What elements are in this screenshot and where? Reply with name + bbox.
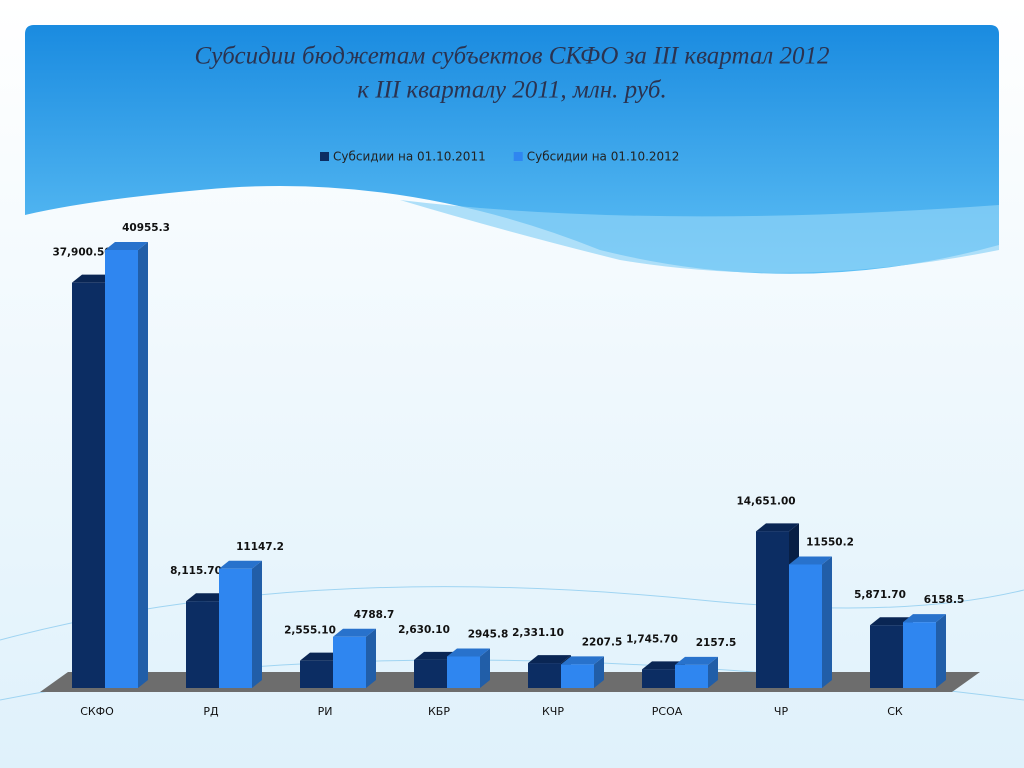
bar-top bbox=[870, 617, 913, 626]
bar bbox=[870, 625, 903, 688]
data-label: 8,115.70 bbox=[170, 565, 222, 577]
data-label: 4788.7 bbox=[354, 609, 395, 621]
bar bbox=[675, 664, 708, 688]
bar-side bbox=[366, 628, 376, 688]
data-label: 2157.5 bbox=[696, 637, 737, 649]
bar-side bbox=[936, 614, 946, 688]
bar bbox=[642, 669, 675, 688]
legend-label: Субсидии на 01.10.2012 bbox=[527, 150, 680, 164]
bar-top bbox=[219, 560, 262, 569]
bar bbox=[300, 660, 333, 688]
data-label: 2207.5 bbox=[582, 636, 623, 648]
data-label: 1,745.70 bbox=[626, 633, 678, 645]
data-label: 11147.2 bbox=[236, 541, 284, 553]
x-tick-label: ЧР bbox=[774, 705, 789, 718]
bar-top bbox=[903, 614, 946, 623]
data-label: 2,555.10 bbox=[284, 625, 336, 637]
bar-top bbox=[789, 556, 832, 565]
bar bbox=[186, 601, 219, 688]
x-tick-label: КБР bbox=[428, 705, 450, 718]
bar bbox=[333, 636, 366, 688]
x-tick-label: РСОА bbox=[652, 705, 683, 718]
bar-side bbox=[138, 242, 148, 688]
x-tick-label: РД bbox=[203, 705, 219, 718]
bar-top bbox=[561, 656, 604, 665]
bar-top bbox=[105, 242, 148, 250]
bar bbox=[756, 531, 789, 688]
legend-swatch bbox=[513, 152, 523, 161]
bar-top bbox=[186, 593, 229, 602]
x-tick-label: СКФО bbox=[80, 705, 114, 718]
bar-side bbox=[252, 560, 262, 688]
data-label: 11550.2 bbox=[806, 536, 854, 548]
bar-top bbox=[300, 652, 343, 661]
legend-label: Субсидии на 01.10.2011 bbox=[333, 150, 486, 164]
data-label: 37,900.50 bbox=[52, 247, 111, 259]
chart-title: Субсидии бюджетам субъектов СКФО за III … bbox=[195, 43, 830, 70]
bar-top bbox=[447, 648, 490, 657]
deco-line bbox=[0, 586, 1024, 641]
header-panel bbox=[25, 25, 999, 274]
x-tick-label: СК bbox=[887, 705, 903, 718]
bar bbox=[528, 663, 561, 688]
bar bbox=[789, 564, 822, 688]
wave bbox=[400, 200, 999, 273]
floor bbox=[40, 672, 980, 692]
data-label: 5,871.70 bbox=[854, 589, 906, 601]
bar-top bbox=[528, 655, 571, 664]
data-label: 40955.3 bbox=[122, 222, 170, 234]
bar bbox=[414, 659, 447, 688]
bar-side bbox=[594, 656, 604, 688]
bar-top bbox=[675, 656, 718, 665]
chart-title: к III кварталу 2011, млн. руб. bbox=[357, 77, 667, 104]
bar-side bbox=[708, 656, 718, 688]
bar-top bbox=[642, 661, 685, 670]
bar bbox=[903, 622, 936, 688]
bar-side bbox=[822, 556, 832, 688]
x-tick-label: КЧР bbox=[542, 705, 564, 718]
data-label: 2,331.10 bbox=[512, 627, 564, 639]
bar-top bbox=[333, 628, 376, 637]
bar-top bbox=[72, 274, 115, 283]
data-label: 2945.8 bbox=[468, 628, 509, 640]
bar bbox=[105, 250, 138, 688]
bar-top bbox=[414, 651, 457, 660]
data-label: 2,630.10 bbox=[398, 624, 450, 636]
bar bbox=[72, 282, 105, 688]
data-label: 14,651.00 bbox=[736, 495, 795, 507]
bar-top bbox=[756, 523, 799, 532]
x-tick-label: РИ bbox=[318, 705, 333, 718]
legend-swatch bbox=[320, 152, 329, 161]
bar bbox=[447, 656, 480, 688]
data-label: 6158.5 bbox=[924, 594, 965, 606]
bar bbox=[219, 568, 252, 688]
bar bbox=[561, 664, 594, 688]
bar-side bbox=[480, 648, 490, 688]
